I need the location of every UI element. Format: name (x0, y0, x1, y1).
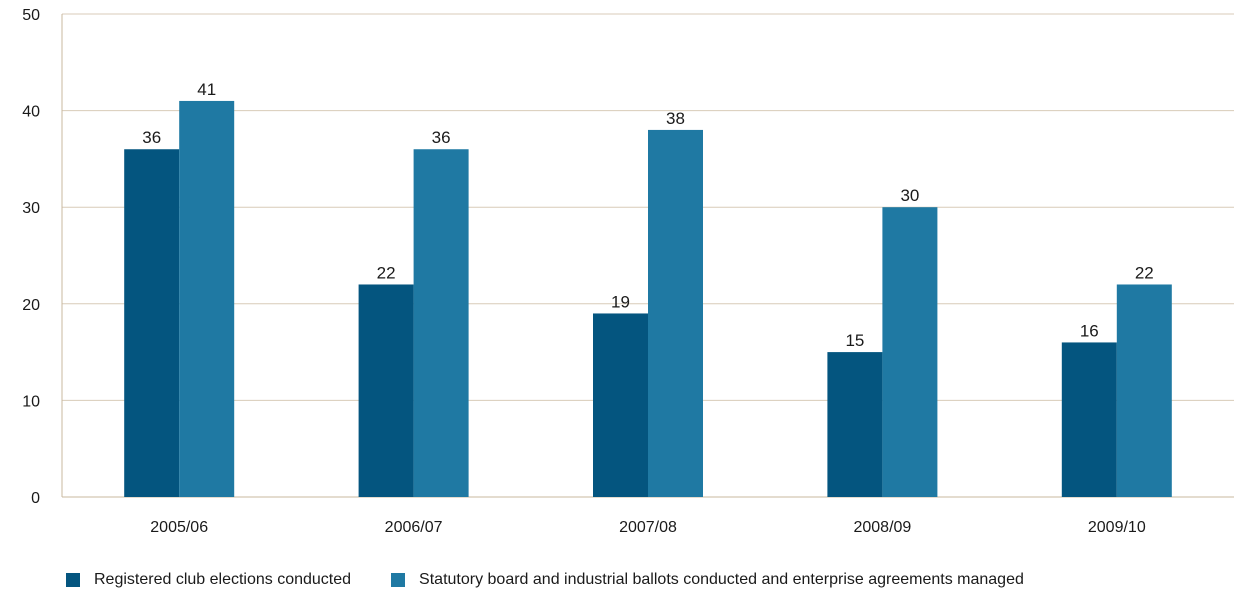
legend-item-statutory-board: Statutory board and industrial ballots c… (391, 571, 1024, 589)
y-tick-label: 0 (31, 490, 40, 507)
bar (124, 149, 180, 498)
legend-swatch (391, 573, 406, 587)
data-label: 38 (666, 109, 685, 128)
bar-chart: 0 10 20 30 40 50 36 41 2005/06 22 36 2006/07 19 38 200… (22, 7, 1234, 536)
x-tick-label: 2008/09 (853, 519, 911, 536)
y-tick-label: 30 (22, 200, 40, 217)
data-label: 30 (900, 186, 919, 205)
data-label: 36 (432, 128, 451, 147)
legend-label: Statutory board and industrial ballots c… (419, 571, 1024, 588)
bar (648, 129, 703, 498)
data-label: 15 (845, 331, 864, 350)
y-tick-label: 40 (22, 104, 40, 121)
legend: Registered club elections conducted Stat… (66, 571, 1064, 589)
bar (1116, 284, 1172, 497)
y-tick-label: 50 (22, 7, 40, 24)
bar (1061, 342, 1117, 497)
legend-swatch (66, 573, 80, 587)
bar (179, 100, 235, 497)
legend-label: Registered club elections conducted (94, 571, 352, 588)
x-tick-label: 2007/08 (619, 519, 677, 536)
data-label: 22 (1135, 263, 1154, 282)
data-label: 41 (197, 80, 216, 99)
bar (593, 313, 648, 497)
bar (827, 352, 883, 497)
y-tick-label: 10 (22, 393, 40, 410)
x-tick-label: 2009/10 (1088, 519, 1146, 536)
data-label: 16 (1080, 321, 1099, 340)
x-tick-label: 2006/07 (385, 519, 443, 536)
data-label: 22 (377, 263, 396, 282)
bar (413, 149, 469, 498)
data-label: 36 (142, 128, 161, 147)
data-label: 19 (611, 292, 630, 311)
x-tick-label: 2005/06 (150, 519, 208, 536)
legend-item-registered-club: Registered club elections conducted (66, 571, 351, 589)
y-tick-label: 20 (22, 297, 40, 314)
bar (358, 284, 414, 497)
bar (882, 207, 938, 497)
